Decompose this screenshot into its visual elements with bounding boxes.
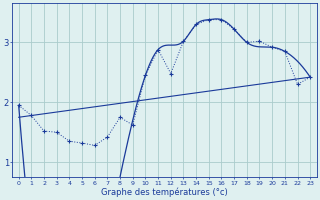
X-axis label: Graphe des températures (°c): Graphe des températures (°c) [101,187,228,197]
